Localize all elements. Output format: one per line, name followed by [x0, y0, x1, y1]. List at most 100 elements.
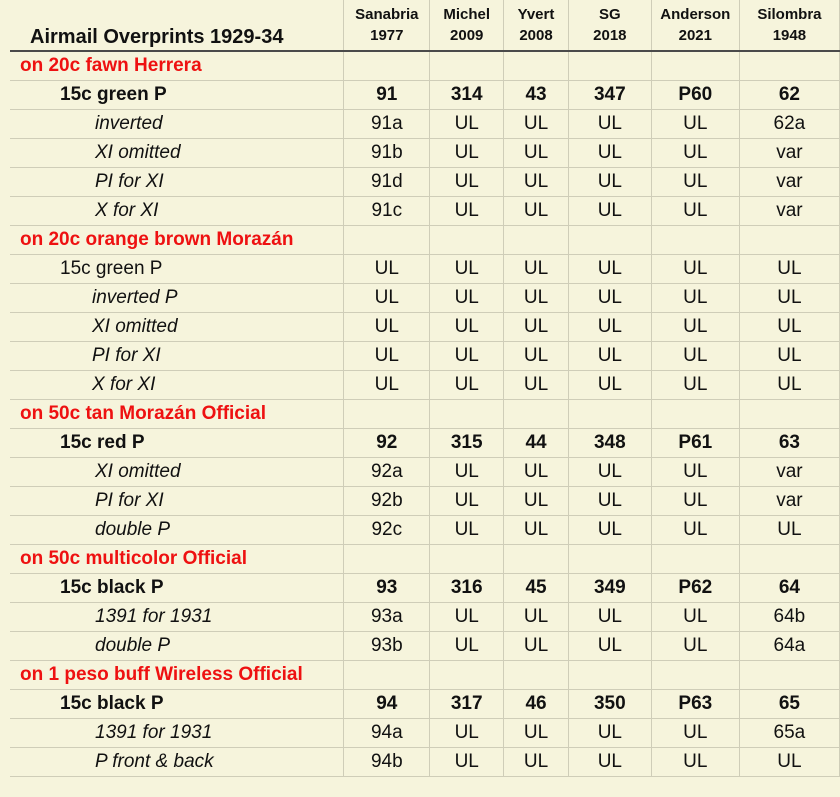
- catalog-cell: 91: [343, 80, 431, 110]
- catalog-cell: 92c: [343, 515, 431, 545]
- catalog-cell: 92b: [343, 486, 431, 516]
- catalog-cell: UL: [650, 631, 740, 661]
- catalog-cell: UL: [343, 370, 431, 400]
- catalog-cell: UL: [738, 370, 840, 400]
- item-label: PI for XI: [10, 167, 345, 197]
- catalog-name: Michel: [443, 6, 491, 23]
- catalog-cell: 94: [343, 689, 431, 719]
- catalog-cell: UL: [650, 602, 740, 632]
- catalog-cell: [567, 660, 652, 690]
- variety-row: double P 92c UL UL UL UL UL: [10, 515, 840, 545]
- catalog-cell: UL: [429, 283, 505, 313]
- variety-row: 1391 for 1931 94a UL UL UL UL 65a: [10, 718, 840, 748]
- catalog-cell: UL: [567, 312, 652, 342]
- section-label: on 1 peso buff Wireless Official: [10, 660, 345, 690]
- catalog-cell: P63: [650, 689, 740, 719]
- catalog-year: 2021: [678, 27, 712, 44]
- variety-row: XI omitted 91b UL UL UL UL var: [10, 138, 840, 168]
- catalog-cell: UL: [650, 138, 740, 168]
- item-label: XI omitted: [10, 457, 345, 487]
- variety-row: inverted 91a UL UL UL UL 62a: [10, 109, 840, 139]
- catalog-cell: 347: [567, 80, 652, 110]
- item-label: PI for XI: [10, 486, 345, 516]
- catalog-cell: [650, 50, 740, 81]
- catalog-cell: 93: [343, 573, 431, 603]
- catalog-cell: UL: [567, 283, 652, 313]
- catalog-header-sg: SG 2018: [567, 0, 652, 52]
- catalog-cell: UL: [429, 109, 505, 139]
- catalog-cell: P61: [650, 428, 740, 458]
- catalog-cell: [738, 50, 840, 81]
- item-label: 15c green P: [10, 254, 345, 284]
- catalog-cell: 91d: [343, 167, 431, 197]
- catalog-cell: [650, 660, 740, 690]
- catalog-cell: 349: [567, 573, 652, 603]
- catalog-cell: [650, 544, 740, 574]
- catalog-cell: UL: [567, 196, 652, 226]
- catalog-cell: UL: [650, 109, 740, 139]
- item-label: X for XI: [10, 370, 345, 400]
- catalog-cell: 44: [503, 428, 569, 458]
- item-label: X for XI: [10, 196, 345, 226]
- catalog-year: 2008: [519, 27, 553, 44]
- catalog-cell: UL: [429, 254, 505, 284]
- catalog-cell: UL: [503, 370, 569, 400]
- catalog-name: Sanabria: [355, 6, 419, 23]
- variety-row: PI for XI UL UL UL UL UL UL: [10, 341, 840, 371]
- item-label: double P: [10, 515, 345, 545]
- catalog-cell: 315: [429, 428, 505, 458]
- catalog-cell: [429, 50, 505, 81]
- catalog-cell: [738, 399, 840, 429]
- catalog-cell: UL: [567, 370, 652, 400]
- header-row: Airmail Overprints 1929-34 Sanabria 1977 …: [10, 0, 840, 52]
- catalog-cell: UL: [429, 486, 505, 516]
- catalog-cell: UL: [650, 283, 740, 313]
- catalog-cell: UL: [650, 312, 740, 342]
- catalog-cell: 317: [429, 689, 505, 719]
- catalog-cell: P60: [650, 80, 740, 110]
- catalog-cell: UL: [503, 718, 569, 748]
- catalog-cell: [429, 544, 505, 574]
- catalog-cell: [429, 225, 505, 255]
- catalog-cell: UL: [650, 254, 740, 284]
- variety-row: X for XI 91c UL UL UL UL var: [10, 196, 840, 226]
- catalog-cell: 92: [343, 428, 431, 458]
- section-row: on 20c orange brown Morazán: [10, 225, 840, 255]
- catalog-cell: var: [738, 457, 840, 487]
- variety-row: P front & back 94b UL UL UL UL UL: [10, 747, 840, 777]
- catalog-cell: [738, 660, 840, 690]
- catalog-cell: UL: [567, 515, 652, 545]
- catalog-cell: UL: [503, 167, 569, 197]
- catalog-cell: [650, 225, 740, 255]
- catalog-cell: 65: [738, 689, 840, 719]
- catalog-name: Yvert: [517, 6, 555, 23]
- catalog-cell: [567, 225, 652, 255]
- catalog-cell: 348: [567, 428, 652, 458]
- item-label: P front & back: [10, 747, 345, 777]
- catalog-cell: UL: [429, 312, 505, 342]
- catalog-cell: UL: [567, 486, 652, 516]
- catalog-cell: UL: [567, 341, 652, 371]
- catalog-cell: UL: [503, 747, 569, 777]
- catalog-cell: UL: [503, 283, 569, 313]
- catalog-cell: UL: [343, 254, 431, 284]
- catalog-cell: [738, 225, 840, 255]
- item-label: 15c red P: [10, 428, 345, 458]
- section-row: on 50c multicolor Official: [10, 544, 840, 574]
- catalog-cell: [503, 50, 569, 81]
- table-body: on 20c fawn Herrera 15c green P 91 314 43 347…: [10, 50, 840, 777]
- catalog-cell: [567, 50, 652, 81]
- catalog-header-sanabria: Sanabria 1977: [343, 0, 431, 52]
- item-label: XI omitted: [10, 138, 345, 168]
- catalog-cell: 91c: [343, 196, 431, 226]
- catalog-cell: 45: [503, 573, 569, 603]
- catalog-cell: UL: [343, 341, 431, 371]
- catalog-cell: 94b: [343, 747, 431, 777]
- section-row: on 20c fawn Herrera: [10, 50, 840, 81]
- variety-row: PI for XI 92b UL UL UL UL var: [10, 486, 840, 516]
- catalog-cell: 63: [738, 428, 840, 458]
- item-label: inverted: [10, 109, 345, 139]
- catalog-cell: UL: [429, 747, 505, 777]
- catalog-cell: UL: [650, 457, 740, 487]
- catalog-cell: [343, 399, 431, 429]
